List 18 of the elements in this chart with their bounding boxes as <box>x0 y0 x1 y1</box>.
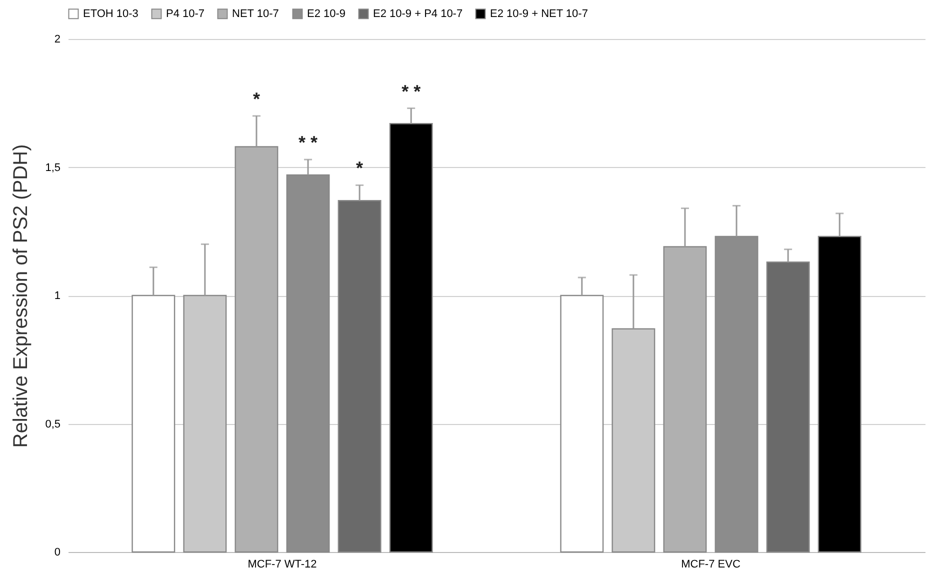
x-tick-label: MCF-7 EVC <box>681 558 740 570</box>
data-label: * * <box>298 132 318 153</box>
legend-label: E2 10-9 + P4 10-7 <box>373 8 463 20</box>
legend-label: E2 10-9 <box>307 8 346 20</box>
y-tick-label: 0,5 <box>45 418 60 430</box>
legend-label: P4 10-7 <box>166 8 205 20</box>
y-tick-label: 1 <box>54 290 60 302</box>
data-label: * <box>252 88 260 109</box>
data-label: * <box>356 158 364 178</box>
legend-label: NET 10-7 <box>232 8 279 20</box>
y-tick-label: 0 <box>54 546 60 558</box>
y-axis-title: Relative Expression of PS2 (PDH) <box>10 144 32 448</box>
legend-label: ETOH 10-3 <box>83 8 138 20</box>
y-tick-label: 2 <box>54 34 60 46</box>
x-tick-label: MCF-7 WT-12 <box>248 558 317 570</box>
data-label: * * <box>402 81 421 102</box>
legend-label: E2 10-9 + NET 10-7 <box>490 8 588 20</box>
y-tick-label: 1,5 <box>45 162 60 174</box>
